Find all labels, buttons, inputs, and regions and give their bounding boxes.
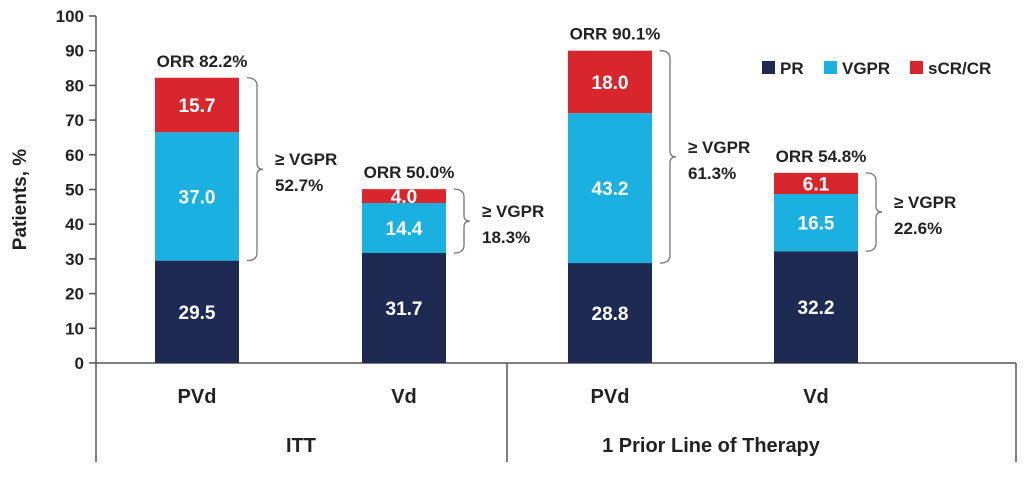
- y-tick-label: 60: [65, 146, 84, 165]
- y-tick-label: 20: [65, 285, 84, 304]
- y-tick-label: 80: [65, 76, 84, 95]
- bar-value-label: 43.2: [592, 179, 629, 200]
- x-category-label: Vd: [803, 386, 829, 408]
- vgpr-value-label: 22.6%: [894, 219, 942, 238]
- bar-vgpr: [155, 132, 239, 261]
- legend-label: VGPR: [842, 59, 890, 78]
- y-tick-label: 0: [75, 354, 84, 373]
- bar-vgpr: [774, 194, 858, 252]
- bar-value-label: 28.8: [592, 304, 629, 325]
- bar-value-label: 6.1: [803, 174, 830, 195]
- y-tick-label: 30: [65, 250, 84, 269]
- y-tick-label: 10: [65, 319, 84, 338]
- bar-value-label: 29.5: [179, 303, 216, 324]
- vgpr-header-label: ≥ VGPR: [688, 138, 750, 157]
- bar-value-label: 15.7: [179, 96, 216, 117]
- bar-pr: [774, 251, 858, 363]
- bar-scr-cr: [362, 189, 446, 204]
- bar-pr: [155, 260, 239, 363]
- y-tick-label: 50: [65, 181, 84, 200]
- y-tick-label: 40: [65, 215, 84, 234]
- x-category-label: PVd: [591, 386, 630, 408]
- legend-swatch-vgpr: [824, 61, 837, 74]
- legend-label: sCR/CR: [928, 59, 991, 78]
- bar-scr-cr: [155, 77, 239, 133]
- vgpr-bracket: [246, 77, 264, 262]
- x-group-label: ITT: [286, 435, 316, 457]
- y-tick-label: 90: [65, 42, 84, 61]
- y-axis-title: Patients, %: [10, 149, 31, 250]
- vgpr-bracket: [453, 188, 471, 254]
- bar-scr-cr: [568, 50, 652, 114]
- bar-scr-cr: [774, 172, 858, 195]
- vgpr-header-label: ≥ VGPR: [482, 202, 544, 221]
- vgpr-value-label: 52.7%: [275, 176, 323, 195]
- vgpr-bracket: [865, 172, 883, 252]
- bar-value-label: 16.5: [798, 214, 835, 235]
- legend-swatch-pr: [762, 61, 775, 74]
- orr-label: ORR 82.2%: [157, 52, 248, 71]
- vgpr-bracket: [659, 50, 677, 264]
- bar-pr: [568, 263, 652, 363]
- bar-value-label: 4.0: [391, 187, 417, 208]
- x-category-label: PVd: [178, 386, 217, 408]
- bar-vgpr: [362, 203, 446, 254]
- bar-value-label: 32.2: [798, 298, 835, 319]
- x-group-label: 1 Prior Line of Therapy: [602, 435, 821, 457]
- x-category-label: Vd: [391, 386, 417, 408]
- vgpr-value-label: 61.3%: [688, 164, 736, 183]
- vgpr-value-label: 18.3%: [482, 228, 530, 247]
- vgpr-header-label: ≥ VGPR: [275, 150, 337, 169]
- orr-label: ORR 90.1%: [570, 25, 661, 44]
- vgpr-header-label: ≥ VGPR: [894, 193, 956, 212]
- y-tick-label: 70: [65, 111, 84, 130]
- bar-value-label: 14.4: [386, 219, 423, 240]
- legend-label: PR: [780, 59, 804, 78]
- bar-value-label: 18.0: [592, 73, 629, 94]
- bar-vgpr: [568, 113, 652, 264]
- orr-label: ORR 50.0%: [364, 163, 455, 182]
- orr-label: ORR 54.8%: [776, 147, 867, 166]
- bar-value-label: 37.0: [179, 187, 216, 208]
- y-tick-label: 100: [56, 7, 84, 26]
- bar-pr: [362, 253, 446, 363]
- legend-swatch-scr-cr: [910, 61, 923, 74]
- bar-value-label: 31.7: [386, 299, 423, 320]
